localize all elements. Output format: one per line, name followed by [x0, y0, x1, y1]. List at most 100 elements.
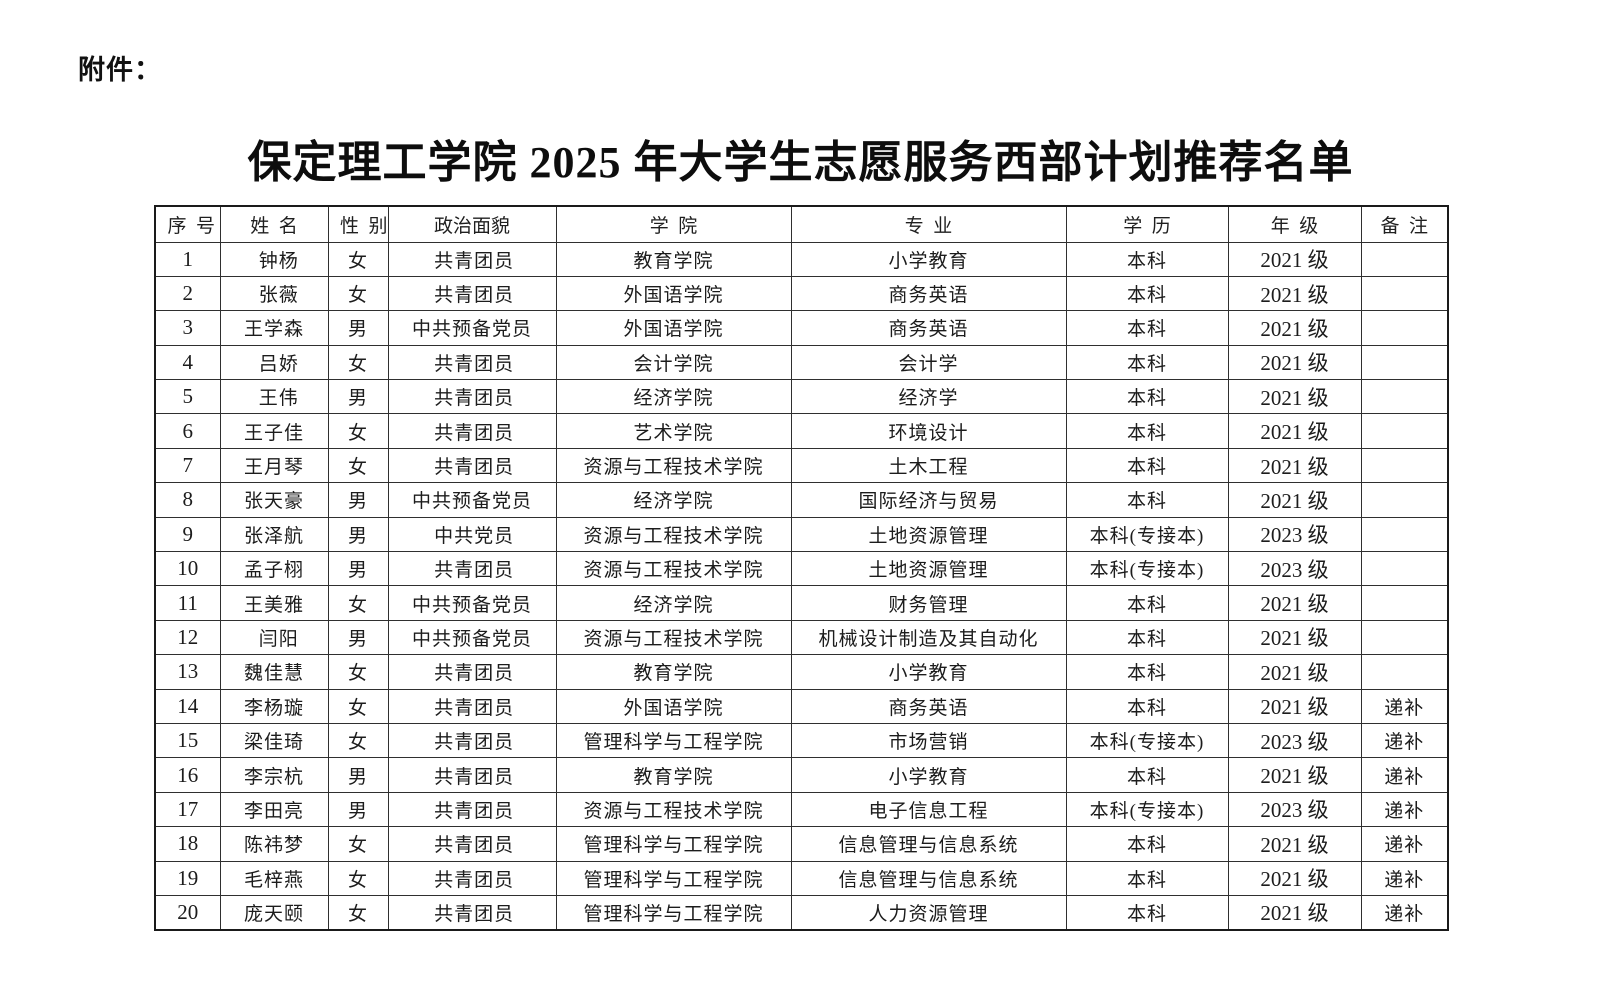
cell-grade: 2021 级	[1227, 826, 1362, 862]
cell-no: 17	[154, 791, 221, 828]
cell-no: 10	[154, 551, 221, 587]
cell-major: 信息管理与信息系统	[790, 826, 1067, 862]
column-header-college: 学院	[555, 205, 792, 243]
recommendation-table: 序号姓名性别政治面貌学院专业学历年级备注 1钟杨女共青团员教育学院小学教育本科2…	[154, 205, 1449, 931]
cell-grade: 2021 级	[1227, 585, 1362, 621]
cell-major: 人力资源管理	[790, 894, 1067, 931]
cell-no: 16	[154, 757, 221, 793]
cell-remark	[1360, 551, 1449, 587]
cell-no: 19	[154, 860, 221, 896]
cell-major: 土地资源管理	[790, 551, 1067, 587]
cell-education: 本科	[1065, 619, 1229, 656]
cell-college: 资源与工程技术学院	[555, 516, 792, 553]
page-title: 保定理工学院 2025 年大学生志愿服务西部计划推荐名单	[247, 138, 1354, 187]
cell-gender: 男	[327, 551, 389, 587]
table-row: 2 张薇女共青团员 外国语学院 商务英语 本科 2021 级	[154, 275, 1449, 312]
cell-political-status: 共青团员	[387, 275, 557, 312]
cell-major: 土地资源管理	[790, 516, 1067, 553]
cell-grade: 2021 级	[1227, 344, 1362, 381]
cell-education: 本科	[1065, 894, 1229, 931]
cell-no: 2	[154, 275, 221, 312]
cell-major: 信息管理与信息系统	[790, 860, 1067, 896]
cell-grade: 2021 级	[1227, 379, 1362, 415]
cell-remark	[1360, 619, 1449, 656]
cell-no: 14	[154, 688, 221, 724]
cell-major: 土木工程	[790, 447, 1067, 484]
cell-education: 本科	[1065, 757, 1229, 793]
cell-gender: 男	[327, 516, 389, 553]
cell-political-status: 共青团员	[387, 757, 557, 793]
cell-remark	[1360, 379, 1449, 415]
cell-name: 庞天颐	[219, 894, 329, 931]
cell-political-status: 中共党员	[387, 516, 557, 553]
cell-college: 教育学院	[555, 241, 792, 277]
cell-grade: 2021 级	[1227, 757, 1362, 793]
column-header-no: 序号	[154, 205, 221, 243]
cell-college: 管理科学与工程学院	[555, 722, 792, 759]
cell-grade: 2023 级	[1227, 722, 1362, 759]
cell-education: 本科	[1065, 344, 1229, 381]
cell-name: 李宗杭	[219, 757, 329, 793]
cell-grade: 2021 级	[1227, 654, 1362, 690]
cell-grade: 2023 级	[1227, 551, 1362, 587]
cell-name: 李田亮	[219, 791, 329, 828]
column-header-major: 专业	[790, 205, 1067, 243]
cell-college: 教育学院	[555, 757, 792, 793]
table-row: 7 王月琴女共青团员 资源与工程技术学院 土木工程 本科 2021 级	[154, 447, 1449, 484]
cell-remark: 递补	[1360, 860, 1449, 896]
table-row: 4 吕娇女共青团员 会计学院 会计学 本科 2021 级	[154, 344, 1449, 381]
cell-remark: 递补	[1360, 688, 1449, 724]
cell-education: 本科	[1065, 447, 1229, 484]
table-row: 15 梁佳琦女共青团员 管理科学与工程学院 市场营销 本科(专接本) 2023 级递补	[154, 722, 1449, 759]
cell-education: 本科	[1065, 379, 1229, 415]
table-row: 16 李宗杭男共青团员 教育学院 小学教育 本科 2021 级递补	[154, 757, 1449, 793]
cell-grade: 2021 级	[1227, 275, 1362, 312]
cell-name: 王伟	[219, 379, 329, 415]
cell-name: 王月琴	[219, 447, 329, 484]
cell-name: 毛梓燕	[219, 860, 329, 896]
cell-major: 会计学	[790, 344, 1067, 381]
cell-education: 本科(专接本)	[1065, 551, 1229, 587]
cell-remark	[1360, 413, 1449, 449]
cell-remark: 递补	[1360, 826, 1449, 862]
cell-college: 管理科学与工程学院	[555, 860, 792, 896]
cell-political-status: 中共预备党员	[387, 585, 557, 621]
cell-political-status: 中共预备党员	[387, 310, 557, 346]
cell-name: 张泽航	[219, 516, 329, 553]
cell-college: 资源与工程技术学院	[555, 447, 792, 484]
cell-name: 吕娇	[219, 344, 329, 381]
cell-grade: 2021 级	[1227, 310, 1362, 346]
cell-college: 艺术学院	[555, 413, 792, 449]
cell-no: 15	[154, 722, 221, 759]
cell-gender: 女	[327, 275, 389, 312]
cell-gender: 女	[327, 447, 389, 484]
cell-major: 经济学	[790, 379, 1067, 415]
cell-grade: 2021 级	[1227, 894, 1362, 931]
cell-remark	[1360, 241, 1449, 277]
cell-political-status: 共青团员	[387, 791, 557, 828]
cell-no: 8	[154, 482, 221, 518]
cell-grade: 2021 级	[1227, 482, 1362, 518]
cell-education: 本科(专接本)	[1065, 516, 1229, 553]
table-row: 20 庞天颐女共青团员 管理科学与工程学院 人力资源管理 本科 2021 级递补	[154, 894, 1449, 931]
cell-major: 市场营销	[790, 722, 1067, 759]
cell-gender: 男	[327, 791, 389, 828]
cell-major: 小学教育	[790, 241, 1067, 277]
cell-college: 教育学院	[555, 654, 792, 690]
cell-gender: 女	[327, 585, 389, 621]
cell-name: 梁佳琦	[219, 722, 329, 759]
table-row: 11 王美雅女中共预备党员 经济学院 财务管理 本科 2021 级	[154, 585, 1449, 621]
cell-gender: 女	[327, 894, 389, 931]
cell-no: 9	[154, 516, 221, 553]
cell-name: 魏佳慧	[219, 654, 329, 690]
cell-major: 电子信息工程	[790, 791, 1067, 828]
cell-gender: 女	[327, 826, 389, 862]
cell-name: 陈祎梦	[219, 826, 329, 862]
cell-gender: 女	[327, 241, 389, 277]
cell-name: 王子佳	[219, 413, 329, 449]
cell-no: 3	[154, 310, 221, 346]
cell-grade: 2021 级	[1227, 413, 1362, 449]
cell-college: 经济学院	[555, 379, 792, 415]
cell-gender: 女	[327, 722, 389, 759]
cell-major: 小学教育	[790, 757, 1067, 793]
